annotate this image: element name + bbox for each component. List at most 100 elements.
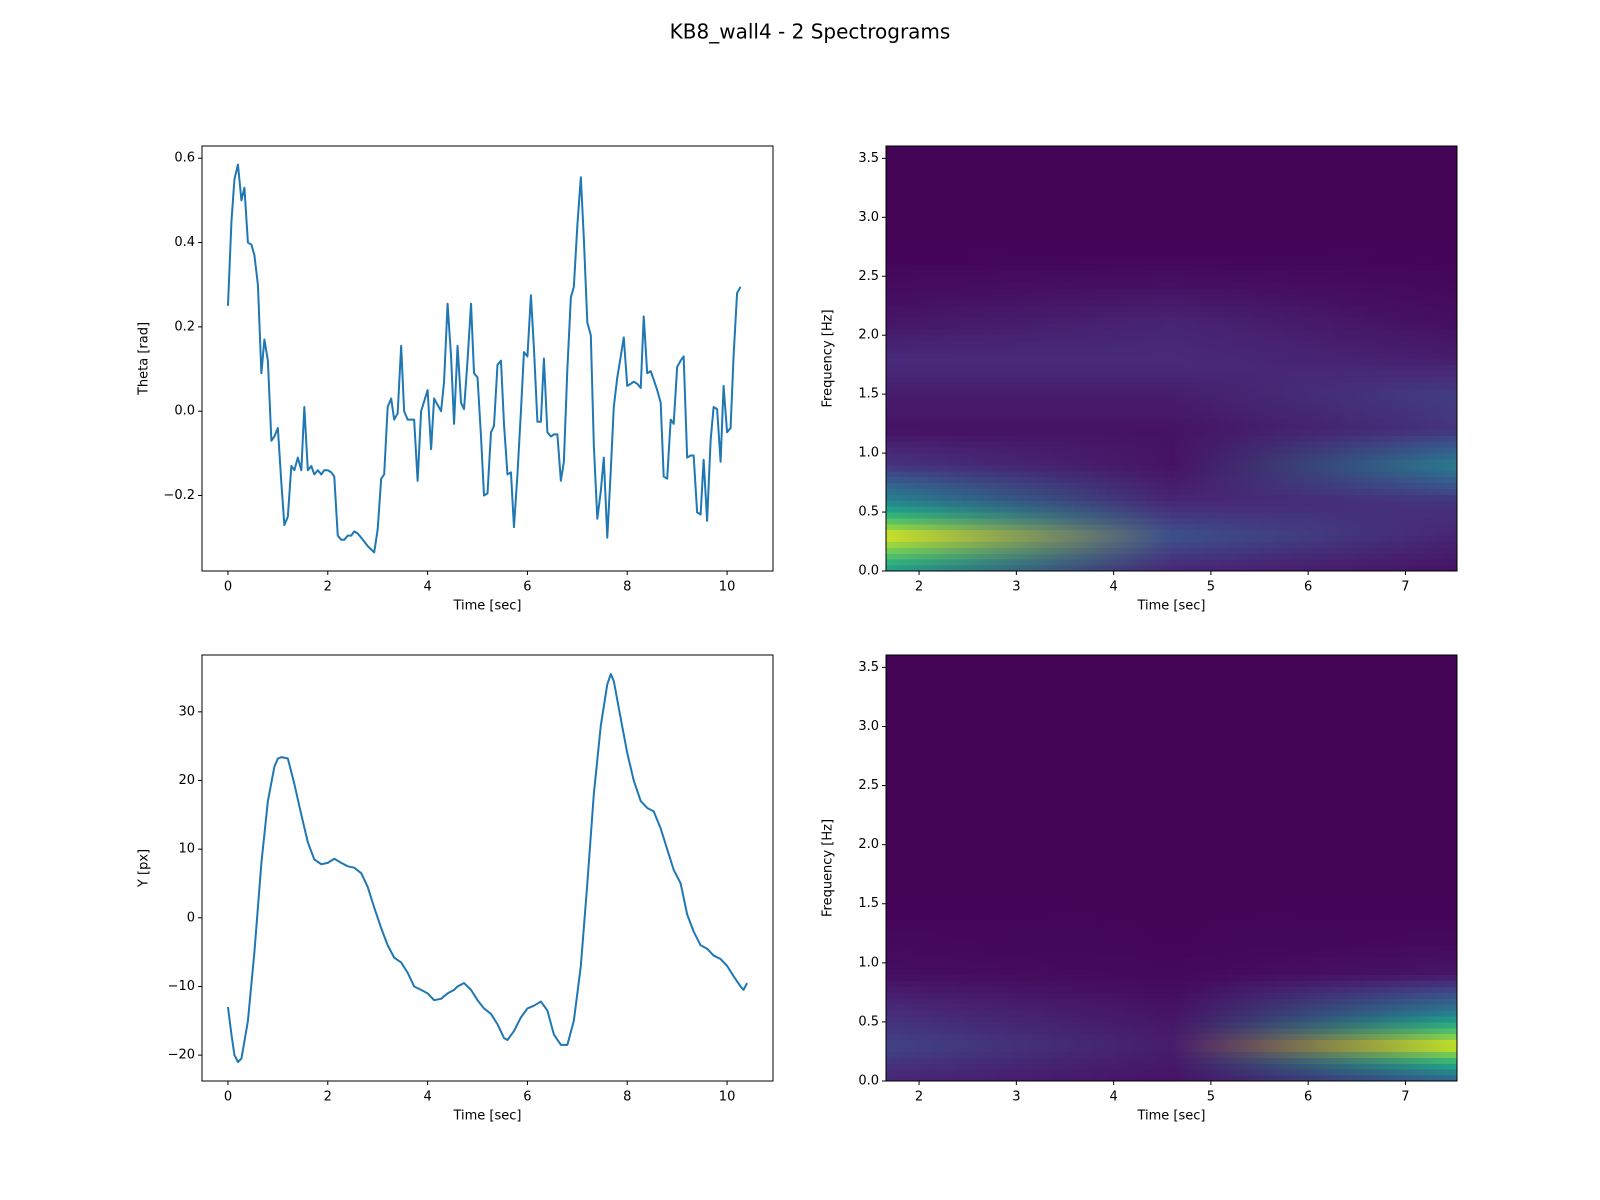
heatmap-cell (1171, 998, 1457, 1005)
heatmap-cell (886, 305, 1173, 313)
heatmap-cell (1171, 223, 1457, 230)
heatmap-cell (1171, 152, 1457, 159)
heatmap-cell (1171, 933, 1457, 940)
y-tick-label: 0.0 (174, 404, 195, 419)
heatmap-cell (1171, 187, 1457, 195)
heatmap-cell (886, 1010, 1173, 1017)
heatmap-cell (1171, 1045, 1457, 1052)
x-tick-label: 3 (1012, 580, 1020, 595)
heatmap-cell (886, 317, 1173, 324)
heatmap-cell (1171, 767, 1457, 775)
heatmap-cell (1171, 945, 1457, 952)
x-tick-label: 6 (523, 1090, 531, 1105)
heatmap-cell (1171, 246, 1457, 254)
heatmap-cell (1171, 862, 1457, 869)
heatmap-cell (1171, 1063, 1457, 1070)
heatmap-cell (886, 1004, 1173, 1011)
heatmap-cell (886, 886, 1173, 893)
heatmap-cell (886, 927, 1173, 934)
y-tick-label: 2.0 (858, 328, 879, 343)
heatmap-cell (1171, 886, 1457, 893)
heatmap-cell (886, 352, 1173, 360)
heatmap-cell (1171, 1069, 1457, 1076)
heatmap-cell (1171, 270, 1457, 277)
y-tick-label: 2.5 (858, 269, 879, 284)
heatmap-cell (886, 803, 1173, 810)
heatmap-cell (886, 199, 1173, 207)
y-tick-label: −0.2 (163, 488, 195, 503)
y-tick-label: 1.5 (858, 896, 879, 911)
heatmap-cell (1171, 500, 1457, 507)
heatmap-cell (1171, 181, 1457, 189)
heatmap-cell (886, 170, 1173, 177)
heatmap-cell (1171, 732, 1457, 739)
heatmap-cell (886, 761, 1173, 769)
heatmap-cell (1171, 1051, 1457, 1058)
heatmap-cell (1171, 288, 1457, 295)
heatmap-cell (886, 856, 1173, 863)
heatmap-cell (1171, 738, 1457, 745)
heatmap-cell (886, 655, 1173, 662)
heatmap-cell (1171, 685, 1457, 692)
y-tick-label: 1.5 (858, 387, 879, 402)
heatmap-cell (886, 240, 1173, 248)
heatmap-cell (1171, 264, 1457, 271)
heatmap-cell (1171, 785, 1457, 792)
heatmap-cell (1171, 927, 1457, 934)
heatmap-cell (886, 956, 1173, 964)
plot-area (886, 146, 1457, 571)
y-tick-label: 3.0 (858, 210, 879, 225)
heatmap-cell (1171, 714, 1457, 722)
heatmap-cell (886, 370, 1173, 377)
heatmap-cell (886, 738, 1173, 745)
x-tick-label: 7 (1401, 580, 1409, 595)
heatmap-cell (886, 252, 1173, 260)
y-axis-label: Frequency [Hz] (821, 309, 836, 407)
x-tick-label: 2 (915, 580, 923, 595)
heatmap-cell (886, 547, 1173, 554)
x-tick-label: 2 (324, 1090, 332, 1105)
heatmap-cell (1171, 299, 1457, 307)
heatmap-cell (886, 529, 1173, 537)
heatmap-cell (1171, 1016, 1457, 1023)
heatmap-cell (886, 915, 1173, 922)
heatmap-cell (886, 832, 1173, 840)
heatmap-cell (886, 1039, 1173, 1047)
heatmap-cell (1171, 891, 1457, 899)
heatmap-cell (1171, 821, 1457, 828)
heatmap-cell (886, 276, 1173, 283)
heatmap-cell (886, 494, 1173, 501)
heatmap-cell (886, 1051, 1173, 1058)
heatmap-cell (1171, 1033, 1457, 1041)
x-tick-label: 5 (1207, 1090, 1215, 1105)
heatmap-cell (1171, 211, 1457, 218)
heatmap-cell (1171, 429, 1457, 436)
heatmap-cell (886, 347, 1173, 354)
heatmap-cell (1171, 441, 1457, 448)
heatmap-cell (886, 382, 1173, 389)
line (226, 163, 742, 554)
x-axis-label: Time [sec] (452, 599, 521, 614)
heatmap-cell (1171, 388, 1457, 395)
heatmap-cell (886, 341, 1173, 348)
x-tick-label: 10 (719, 580, 736, 595)
heatmap-cell (886, 1045, 1173, 1052)
heatmap-cell (1171, 832, 1457, 840)
heatmap-cell (886, 702, 1173, 710)
axes-frame (201, 654, 774, 1082)
heatmap-cell (1171, 720, 1457, 727)
x-axis-label: Time [sec] (452, 1109, 521, 1124)
heatmap-cell (1171, 370, 1457, 377)
heatmap-cell (1171, 992, 1457, 999)
heatmap-cell (886, 229, 1173, 236)
axes-frame (885, 145, 1458, 572)
heatmap-cell (886, 394, 1173, 401)
heatmap-cell (1171, 488, 1457, 495)
heatmap-cell (886, 868, 1173, 875)
heatmap-cell (1171, 170, 1457, 177)
heatmap-cell (886, 779, 1173, 787)
heatmap-cell (886, 476, 1173, 484)
heatmap-cell (886, 939, 1173, 946)
heatmap-cell (1171, 464, 1457, 472)
heatmap-cell (886, 874, 1173, 881)
